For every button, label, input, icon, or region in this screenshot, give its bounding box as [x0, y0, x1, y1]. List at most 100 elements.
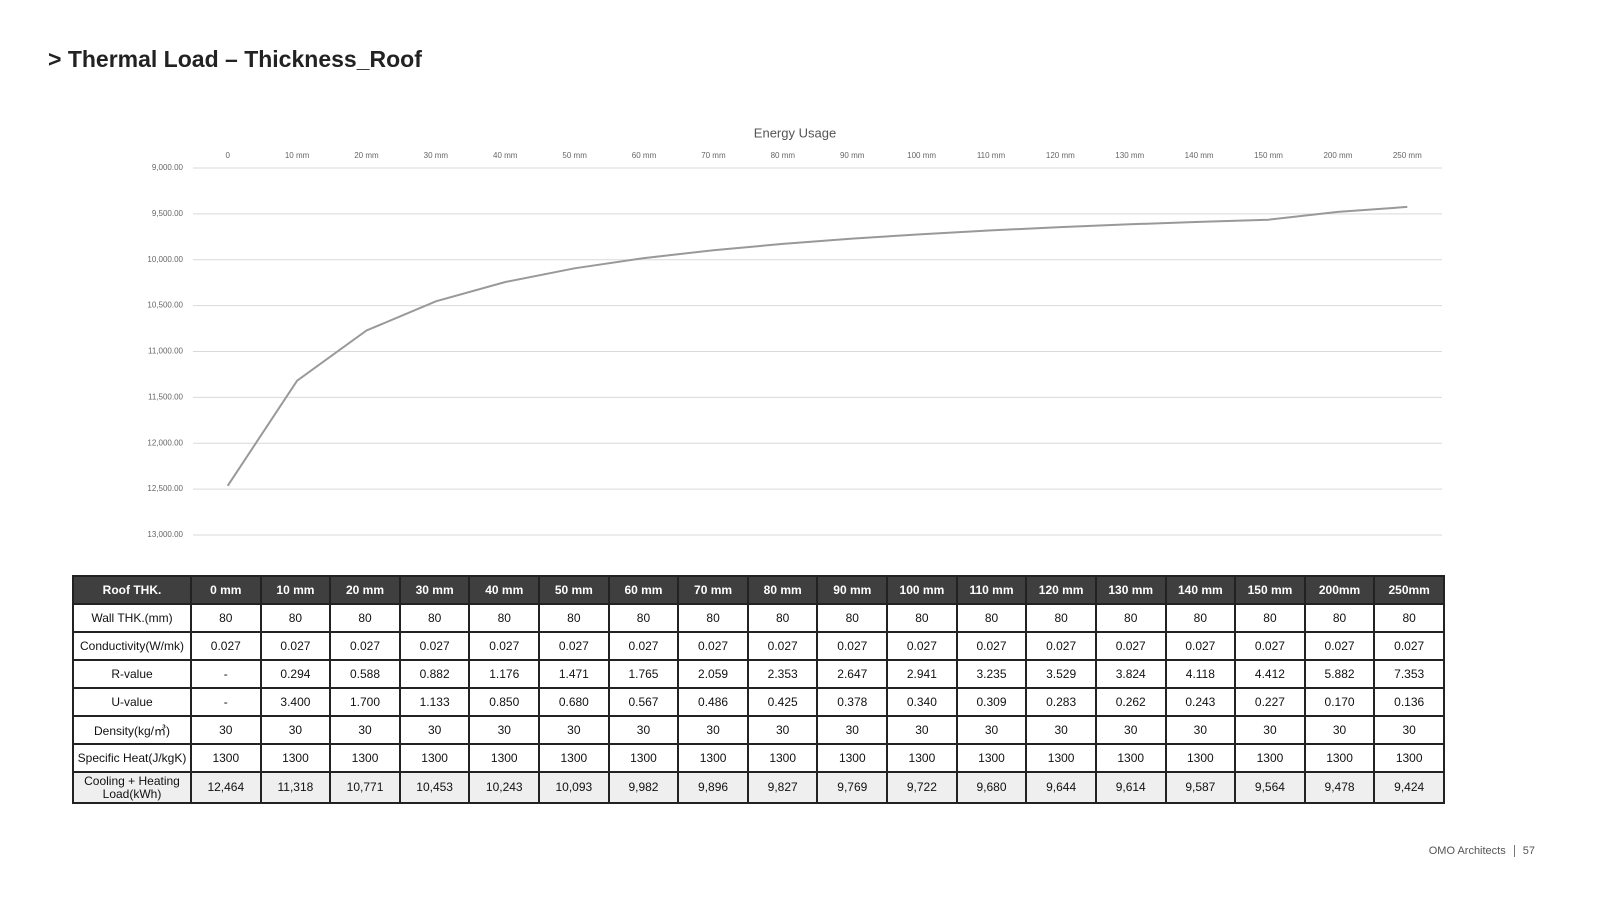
x-tick-label: 120 mm	[1046, 151, 1075, 160]
table-cell: 0.027	[1025, 631, 1097, 661]
table-cell: 0.136	[1373, 687, 1445, 717]
table-cell: 0.425	[746, 687, 819, 717]
header-cell: 60 mm	[607, 575, 680, 605]
table-cell: 1300	[677, 743, 749, 773]
table-cell: 30	[259, 715, 332, 745]
table-cell: 80	[1234, 603, 1306, 633]
y-tick-label: 12,500.00	[147, 484, 183, 493]
table-cell: 10,243	[468, 771, 541, 804]
table-cell: 0.027	[1373, 631, 1445, 661]
table-cell: 1.133	[398, 687, 471, 717]
table-cell: 80	[886, 603, 958, 633]
table-cell: 0.294	[259, 659, 332, 689]
table-cell: 30	[538, 715, 610, 745]
table-cell: 9,424	[1373, 771, 1445, 804]
table-cell: 0.027	[607, 631, 680, 661]
table-cell: 1300	[746, 743, 819, 773]
table-cell: 80	[746, 603, 819, 633]
table-cell: 30	[1164, 715, 1237, 745]
table-cell: 10,093	[538, 771, 610, 804]
header-cell: Roof THK.	[72, 575, 192, 605]
data-line	[226, 205, 1408, 487]
company: OMO Architects	[1428, 845, 1506, 857]
table-cell: 30	[816, 715, 889, 745]
table-cell: 3.529	[1025, 659, 1097, 689]
table-cell: 0.170	[1303, 687, 1376, 717]
table-cell: 2.941	[886, 659, 958, 689]
y-tick-label: 10,500.00	[147, 301, 183, 310]
x-tick-label: 110 mm	[977, 151, 1006, 160]
table-cell: 80	[398, 603, 471, 633]
table-cell: 3.824	[1094, 659, 1167, 689]
row-label: Conductivity(W/mk)	[72, 631, 192, 661]
table-cell: 2.353	[746, 659, 819, 689]
table-cell: 1.176	[468, 659, 541, 689]
table-cell: 30	[886, 715, 958, 745]
table-cell: 0.027	[398, 631, 471, 661]
table-cell: 2.647	[816, 659, 889, 689]
table-cell: 80	[1164, 603, 1237, 633]
table-cell: 1300	[468, 743, 541, 773]
table-row: R-value -0.294 0.588 0.882 1.176 1.471 1.765 2.…	[72, 659, 1445, 689]
table-cell: 1300	[1094, 743, 1167, 773]
table-cell: 80	[190, 603, 262, 633]
separator	[1513, 845, 1515, 858]
table-cell: 1.765	[607, 659, 680, 689]
x-tick-label: 0	[225, 151, 230, 160]
table-cell: 0.027	[538, 631, 610, 661]
table-cell: 1300	[1373, 743, 1445, 773]
header-cell: 0 mm	[190, 575, 262, 605]
x-tick-label: 30 mm	[424, 151, 449, 160]
table-cell: 30	[746, 715, 819, 745]
table-cell: 0.309	[955, 687, 1028, 717]
table-cell: 1300	[1025, 743, 1097, 773]
header-cell: 40 mm	[468, 575, 541, 605]
table-cell: 9,896	[677, 771, 749, 804]
table-cell: 9,564	[1234, 771, 1306, 804]
x-tick-label: 20 mm	[354, 151, 379, 160]
table-cell: 10,771	[329, 771, 401, 804]
table-cell: 0.027	[955, 631, 1028, 661]
table-cell: 2.059	[677, 659, 749, 689]
table-row: Wall THK.(mm) 80 80 80 80 80 80 80 80 80 80 80 80 80 8…	[72, 603, 1445, 633]
table-cell: 0.340	[886, 687, 958, 717]
table-cell: 0.378	[816, 687, 889, 717]
table-cell: 80	[329, 603, 401, 633]
x-tick-label: 140 mm	[1185, 151, 1214, 160]
table-cell: 30	[1303, 715, 1376, 745]
table-cell: -	[190, 659, 262, 689]
table-cell: 1300	[1164, 743, 1237, 773]
table-cell: 0.486	[677, 687, 749, 717]
table-cell: 9,722	[886, 771, 958, 804]
x-tick-label: 150 mm	[1254, 151, 1283, 160]
table-cell: 0.283	[1025, 687, 1097, 717]
y-tick-label: 9,000.00	[152, 163, 184, 172]
y-tick-label: 12,000.00	[147, 438, 183, 447]
x-tick-label: 50 mm	[562, 151, 587, 160]
table-cell: 11,318	[259, 771, 332, 804]
table-cell: 0.027	[1234, 631, 1306, 661]
table-cell: -	[190, 687, 262, 717]
table-row: U-value -3.400 1.700 1.133 0.850 0.680 0.567 0.…	[72, 687, 1445, 717]
table-cell: 0.262	[1094, 687, 1167, 717]
row-label: U-value	[72, 687, 192, 717]
table-cell: 30	[607, 715, 680, 745]
x-tick-label: 250 mm	[1393, 151, 1422, 160]
table-cell: 1300	[1234, 743, 1306, 773]
row-label: Cooling + Heating Load(kWh)	[72, 771, 192, 804]
header-cell: 140 mm	[1164, 575, 1237, 605]
header-cell: 70 mm	[677, 575, 749, 605]
table-cell: 0.588	[329, 659, 401, 689]
table-cell: 4.118	[1164, 659, 1237, 689]
table-cell: 80	[607, 603, 680, 633]
table-cell: 1300	[816, 743, 889, 773]
data-table: Roof THK. 0 mm 10 mm 20 mm 30 mm 40 mm 50 mm 60…	[72, 575, 1445, 804]
header-cell: 20 mm	[329, 575, 401, 605]
x-tick-label: 70 mm	[701, 151, 726, 160]
table-cell: 1300	[1303, 743, 1376, 773]
x-tick-label: 80 mm	[771, 151, 796, 160]
table-cell: 30	[677, 715, 749, 745]
header-cell: 150 mm	[1234, 575, 1306, 605]
table-cell: 4.412	[1234, 659, 1306, 689]
table-cell: 30	[1025, 715, 1097, 745]
